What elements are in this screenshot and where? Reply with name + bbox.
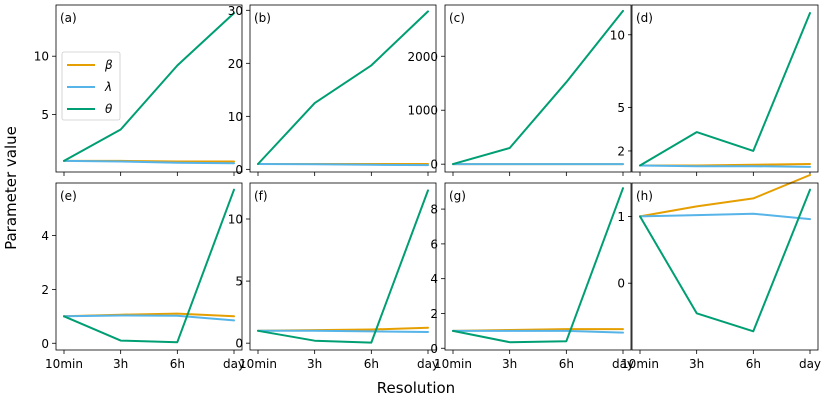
panel-d: 2 5 10 (d) bbox=[610, 4, 819, 176]
y-tick-label: 2 bbox=[430, 307, 438, 321]
y-tick-label: 4 bbox=[41, 229, 49, 243]
y-tick-label: 5 bbox=[235, 275, 243, 289]
series-line-theta bbox=[452, 9, 624, 166]
panel-f: 0 5 10 10min 3h 6h day (f) bbox=[228, 182, 439, 371]
panels: 510(a)0102030(b)010002000(c)2510(d)02410… bbox=[34, 4, 821, 371]
plot-frame bbox=[249, 182, 437, 351]
y-tick-label: 4 bbox=[430, 272, 438, 286]
x-tick-label: 3h bbox=[689, 357, 704, 371]
panel-label: (g) bbox=[449, 189, 466, 203]
series-line-lambda bbox=[639, 212, 811, 221]
x-axis-title: Resolution bbox=[377, 379, 455, 397]
y-tick-label: 20 bbox=[228, 57, 243, 71]
y-tick-label: 10 bbox=[228, 213, 243, 227]
y-tick-label: 2 bbox=[41, 283, 49, 297]
y-tick-label: 8 bbox=[430, 203, 438, 217]
plot-frame bbox=[249, 4, 437, 173]
y-tick-label: 5 bbox=[617, 101, 625, 115]
y-tick-label: 10 bbox=[34, 50, 49, 64]
y-tick-label: 0 bbox=[430, 158, 438, 172]
series-line-lambda bbox=[452, 329, 624, 334]
panel-e: 0 2 4 10min 3h 6h day (e) bbox=[41, 182, 245, 371]
x-tick-label: day bbox=[223, 357, 245, 371]
y-tick-label: 0 bbox=[617, 277, 625, 291]
y-tick-label: 10 bbox=[228, 110, 243, 124]
x-tick-label: 6h bbox=[746, 357, 761, 371]
y-tick-label: 2 bbox=[617, 144, 625, 158]
panel-label: (d) bbox=[636, 11, 653, 25]
legend-label-beta: β bbox=[104, 58, 113, 72]
plot-frame bbox=[444, 182, 632, 351]
y-tick-label: 0 bbox=[235, 337, 243, 351]
x-tick-label: 6h bbox=[364, 357, 379, 371]
y-axis-title: Parameter value bbox=[2, 126, 20, 250]
plot-frame bbox=[444, 4, 632, 173]
series-line-theta bbox=[639, 188, 811, 333]
x-tick-label: 6h bbox=[559, 357, 574, 371]
plot-frame bbox=[631, 182, 819, 351]
y-tick-label: 10 bbox=[610, 28, 625, 42]
y-tick-label: 0 bbox=[235, 163, 243, 177]
x-tick-label: 10min bbox=[45, 357, 83, 371]
panel-label: (f) bbox=[254, 189, 268, 203]
y-tick-label: 1 bbox=[617, 210, 625, 224]
series-line-theta bbox=[639, 12, 811, 167]
x-tick-label: day bbox=[417, 357, 439, 371]
series-line-lambda bbox=[257, 163, 429, 167]
series-line-theta bbox=[257, 10, 429, 165]
y-tick-label: 5 bbox=[41, 108, 49, 122]
series-line-lambda bbox=[257, 329, 429, 333]
y-tick-label: 1000 bbox=[407, 104, 438, 118]
legend: β λ θ bbox=[61, 51, 121, 121]
x-tick-label: 10min bbox=[621, 357, 659, 371]
y-tick-label: 0 bbox=[41, 337, 49, 351]
x-tick-label: 3h bbox=[502, 357, 517, 371]
panel-label: (c) bbox=[449, 11, 465, 25]
x-tick-label: 6h bbox=[170, 357, 185, 371]
panel-b: 0 10 20 30 (b) bbox=[228, 4, 437, 177]
y-tick-label: 0 bbox=[430, 342, 438, 356]
series-line-lambda bbox=[639, 164, 811, 168]
panel-label: (a) bbox=[60, 11, 77, 25]
series-line-theta bbox=[257, 189, 429, 344]
y-tick-label: 30 bbox=[228, 4, 243, 18]
panel-c: 0 1000 2000 (c) bbox=[407, 4, 632, 176]
plot-frame bbox=[55, 182, 243, 351]
panel-label: (e) bbox=[60, 189, 77, 203]
panel-h: 0 1 10min 3h 6h day (h) bbox=[617, 174, 821, 371]
x-tick-label: 10min bbox=[239, 357, 277, 371]
x-tick-label: 3h bbox=[307, 357, 322, 371]
x-tick-label: 3h bbox=[113, 357, 128, 371]
series-line-theta bbox=[63, 12, 235, 162]
panel-g: 0 2 4 6 8 10min 3h 6h day (g) bbox=[430, 182, 634, 371]
panel-a: 5 10 (a) bbox=[34, 4, 243, 176]
plot-frame bbox=[55, 4, 243, 173]
x-tick-label: day bbox=[612, 357, 634, 371]
panel-label: (b) bbox=[254, 11, 271, 25]
panel-label: (h) bbox=[636, 189, 653, 203]
y-tick-label: 2000 bbox=[407, 50, 438, 64]
series-line-lambda bbox=[63, 159, 235, 165]
x-tick-label: 10min bbox=[434, 357, 472, 371]
series-line-theta bbox=[452, 187, 624, 344]
series-line-beta bbox=[639, 174, 811, 218]
x-tick-label: day bbox=[799, 357, 821, 371]
series-line-lambda bbox=[63, 314, 235, 322]
legend-label-theta: θ bbox=[105, 102, 113, 116]
legend-label-lambda: λ bbox=[104, 80, 112, 94]
plot-frame bbox=[631, 4, 819, 173]
y-tick-label: 6 bbox=[430, 237, 438, 251]
series-line-theta bbox=[63, 188, 235, 344]
